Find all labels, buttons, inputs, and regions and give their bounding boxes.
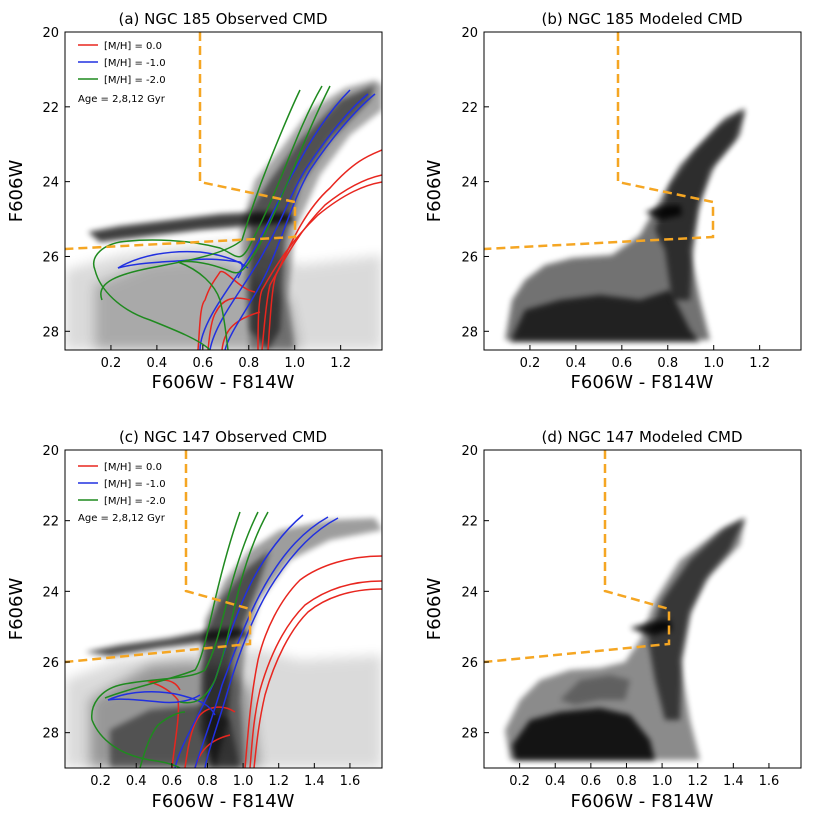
panel-d-yticks: 20 22 24 26 28 [461,444,489,742]
panel-a-ytick-label: 26 [42,250,59,265]
panel-a-ytick-label: 28 [42,325,59,340]
panel-a-xlabel: F606W - F814W [152,372,295,393]
panel-b-ylabel: F606W [424,160,445,223]
panel-c-xtick-label: 0.4 [126,774,147,789]
panel-d-ylabel: F606W [424,578,445,641]
panel-c-ytick-label: 20 [42,444,59,459]
panel-d-xtick-label: 0.6 [581,774,602,789]
panel-a-ytick-label: 24 [42,176,59,191]
panel-d-density [484,450,801,768]
legend-a-entry-1: [M/H] = -1.0 [104,58,166,69]
panel-b-ytick-label: 26 [461,250,478,265]
panel-d-frame [483,449,802,769]
legend-c-note: Age = 2,8,12 Gyr [78,513,166,524]
panel-a-ytick-label: 22 [42,101,59,116]
panel-d-xtick-label: 0.8 [616,774,637,789]
panel-a: (a) NGC 185 Observed CMD [6,10,383,393]
panel-d-xtick-label: 1.6 [759,774,780,789]
panel-b-ytick-label: 28 [461,325,478,340]
panel-a-ytick-label: 20 [42,26,59,41]
panel-a-xticks: 0.2 0.4 0.6 0.8 1.0 1.2 [101,345,351,371]
panel-c-density [65,450,382,768]
panel-a-selection-box [64,32,297,251]
panel-a-isochrones [93,85,382,350]
panel-d-ytick-label: 20 [461,444,478,459]
panel-d-title: (d) NGC 147 Modeled CMD [542,428,743,446]
panel-c-xtick-label: 1.6 [340,774,361,789]
panel-b-selection-box [483,32,715,251]
panel-b-xtick-label: 0.6 [611,356,632,371]
panel-c-isochrones [91,511,382,768]
panel-a-title: (a) NGC 185 Observed CMD [118,10,327,28]
panel-c-ytick-label: 24 [42,585,59,600]
panel-c-xtick-label: 1.4 [304,774,325,789]
legend-c-entry-1: [M/H] = -1.0 [104,479,166,490]
panel-b-ytick-label: 22 [461,101,478,116]
panel-b-ytick-label: 20 [461,26,478,41]
panel-b-xticks: 0.2 0.4 0.6 0.8 1.0 1.2 [520,345,770,371]
panel-b-density [484,32,801,350]
panel-c-ylabel: F606W [6,578,27,641]
panel-d-xtick-label: 1.4 [723,774,744,789]
panel-b-title: (b) NGC 185 Modeled CMD [542,10,743,28]
panel-b-yticks: 20 22 24 26 28 [461,26,489,340]
panel-b-xtick-label: 0.8 [657,356,678,371]
panel-a-xtick-label: 1.0 [284,356,305,371]
panel-d-ytick-label: 28 [461,727,478,742]
panel-b: (b) NGC 185 Modeled CMD 0.2 0.4 0.6 0.8 1.0 1… [424,10,802,393]
legend-a-entry-2: [M/H] = -2.0 [104,75,166,86]
panel-c-xlabel: F606W - F814W [152,791,295,812]
panel-c-frame [64,449,383,769]
panel-c: (c) NGC 147 Observed CMD [6,428,383,812]
panel-d-ytick-label: 26 [461,656,478,671]
panel-c-ytick-label: 28 [42,727,59,742]
panel-c-xtick-label: 0.8 [197,774,218,789]
legend-a-entry-0: [M/H] = 0.0 [104,41,162,52]
panel-b-xtick-label: 0.2 [520,356,541,371]
panel-a-ylabel: F606W [6,160,27,223]
panel-b-ytick-label: 24 [461,176,478,191]
panel-d-xtick-label: 0.2 [509,774,530,789]
panel-b-xtick-label: 0.4 [566,356,587,371]
panel-a-legend: [M/H] = 0.0 [M/H] = -1.0 [M/H] = -2.0 Ag… [78,41,166,105]
panel-d: (d) NGC 147 Modeled CMD 0.2 0.4 0.6 0.8 1.0 1… [424,428,802,812]
panel-a-xtick-label: 0.6 [192,356,213,371]
panel-d-ytick-label: 24 [461,585,478,600]
panel-a-yticks: 20 22 24 26 28 [42,26,70,340]
panel-d-xtick-label: 1.0 [652,774,673,789]
panel-d-xtick-label: 0.4 [545,774,566,789]
panel-b-frame [483,31,802,351]
panel-c-xtick-label: 1.2 [268,774,289,789]
panel-b-xlabel: F606W - F814W [571,372,714,393]
panel-a-frame [64,31,383,351]
panel-a-xtick-label: 0.8 [238,356,259,371]
panel-c-xticks: 0.2 0.4 0.6 0.8 1.0 1.2 1.4 1.6 [90,763,360,789]
legend-c-entry-2: [M/H] = -2.0 [104,496,166,507]
panel-c-xtick-label: 0.6 [162,774,183,789]
panel-b-xtick-label: 1.2 [749,356,770,371]
panel-d-xticks: 0.2 0.4 0.6 0.8 1.0 1.2 1.4 1.6 [509,763,779,789]
panel-d-xtick-label: 1.2 [687,774,708,789]
panel-a-xtick-label: 1.2 [330,356,351,371]
panel-c-ytick-label: 26 [42,656,59,671]
panel-d-xlabel: F606W - F814W [571,791,714,812]
panel-c-xtick-label: 1.0 [233,774,254,789]
legend-c-entry-0: [M/H] = 0.0 [104,462,162,473]
panel-c-legend: [M/H] = 0.0 [M/H] = -1.0 [M/H] = -2.0 Ag… [78,462,166,524]
panel-d-ytick-label: 22 [461,515,478,530]
panel-c-xtick-label: 0.2 [90,774,111,789]
panel-c-yticks: 20 22 24 26 28 [42,444,70,742]
panel-c-title: (c) NGC 147 Observed CMD [119,428,327,446]
panel-a-xtick-label: 0.4 [147,356,168,371]
panel-a-xtick-label: 0.2 [101,356,122,371]
panel-b-xtick-label: 1.0 [703,356,724,371]
panel-c-ytick-label: 22 [42,515,59,530]
legend-a-note: Age = 2,8,12 Gyr [78,94,166,105]
